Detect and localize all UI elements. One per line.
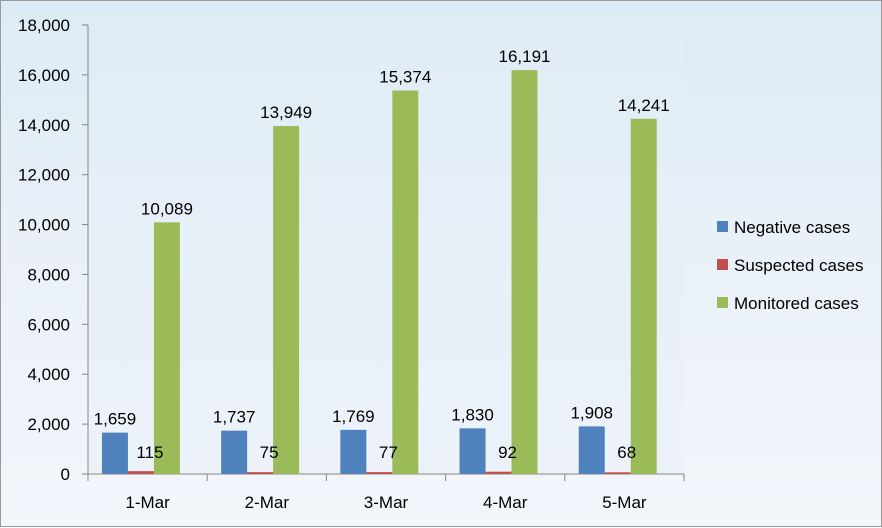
legend-swatch: [717, 221, 728, 232]
data-label: 1,737: [213, 408, 256, 427]
legend-label: Monitored cases: [734, 294, 859, 313]
y-tick-label: 16,000: [18, 66, 70, 85]
data-label: 115: [136, 443, 163, 462]
y-tick-label: 12,000: [18, 166, 70, 185]
data-label: 14,241: [618, 96, 670, 115]
y-tick-label: 6,000: [27, 315, 70, 334]
bar-monitored-cases: [392, 90, 419, 474]
bar-negative-cases: [459, 428, 486, 474]
y-tick-label: 14,000: [18, 116, 70, 135]
x-tick-label: 5-Mar: [602, 493, 647, 512]
data-label: 77: [379, 443, 398, 462]
data-label: 75: [260, 443, 279, 462]
x-tick-label: 2-Mar: [245, 493, 290, 512]
data-label: 1,908: [570, 403, 613, 422]
y-tick-label: 0: [61, 465, 70, 484]
legend-swatch: [717, 297, 728, 308]
bar-negative-cases: [578, 426, 605, 474]
data-label: 92: [498, 443, 517, 462]
data-label: 1,830: [451, 405, 494, 424]
legend-swatch: [717, 259, 728, 270]
bar-negative-cases: [221, 430, 248, 474]
bar-monitored-cases: [153, 222, 180, 474]
bar-suspected-cases: [127, 471, 154, 474]
data-label: 1,659: [94, 410, 137, 429]
data-labels: 1,659 1,737 1,769 1,830 1,908 115 75 77 92 68 10,0…: [94, 47, 670, 462]
y-tick-label: 2,000: [27, 415, 70, 434]
data-label: 15,374: [379, 68, 431, 87]
bar-suspected-cases: [604, 472, 631, 474]
legend-label: Suspected cases: [734, 256, 863, 275]
legend: Negative cases Suspected cases Monitored c…: [717, 218, 863, 313]
data-label: 16,191: [499, 47, 551, 66]
bar-suspected-cases: [366, 472, 393, 474]
bar-suspected-cases: [485, 471, 512, 474]
y-axis: 0 2,000 4,000 6,000 8,000 10,000 12,000 14,000 1…: [18, 16, 89, 484]
bars: [101, 70, 657, 475]
data-label: 10,089: [141, 199, 193, 218]
data-label: 13,949: [260, 103, 312, 122]
legend-label: Negative cases: [734, 218, 850, 237]
x-tick-label: 3-Mar: [364, 493, 409, 512]
bar-negative-cases: [101, 432, 128, 474]
data-label: 1,769: [332, 407, 375, 426]
data-label: 68: [617, 443, 636, 462]
bar-negative-cases: [340, 429, 367, 474]
bar-monitored-cases: [273, 126, 300, 475]
y-tick-label: 18,000: [18, 16, 70, 35]
y-tick-label: 10,000: [18, 216, 70, 235]
y-tick-label: 8,000: [27, 265, 70, 284]
bar-monitored-cases: [511, 70, 538, 474]
bar-suspected-cases: [247, 472, 274, 474]
bar-monitored-cases: [630, 118, 657, 474]
plot-area: [88, 25, 684, 474]
x-tick-label: 4-Mar: [483, 493, 528, 512]
x-axis: 1-Mar 2-Mar 3-Mar 4-Mar 5-Mar: [87, 473, 685, 512]
y-tick-label: 4,000: [27, 365, 70, 384]
x-tick-label: 1-Mar: [125, 493, 170, 512]
